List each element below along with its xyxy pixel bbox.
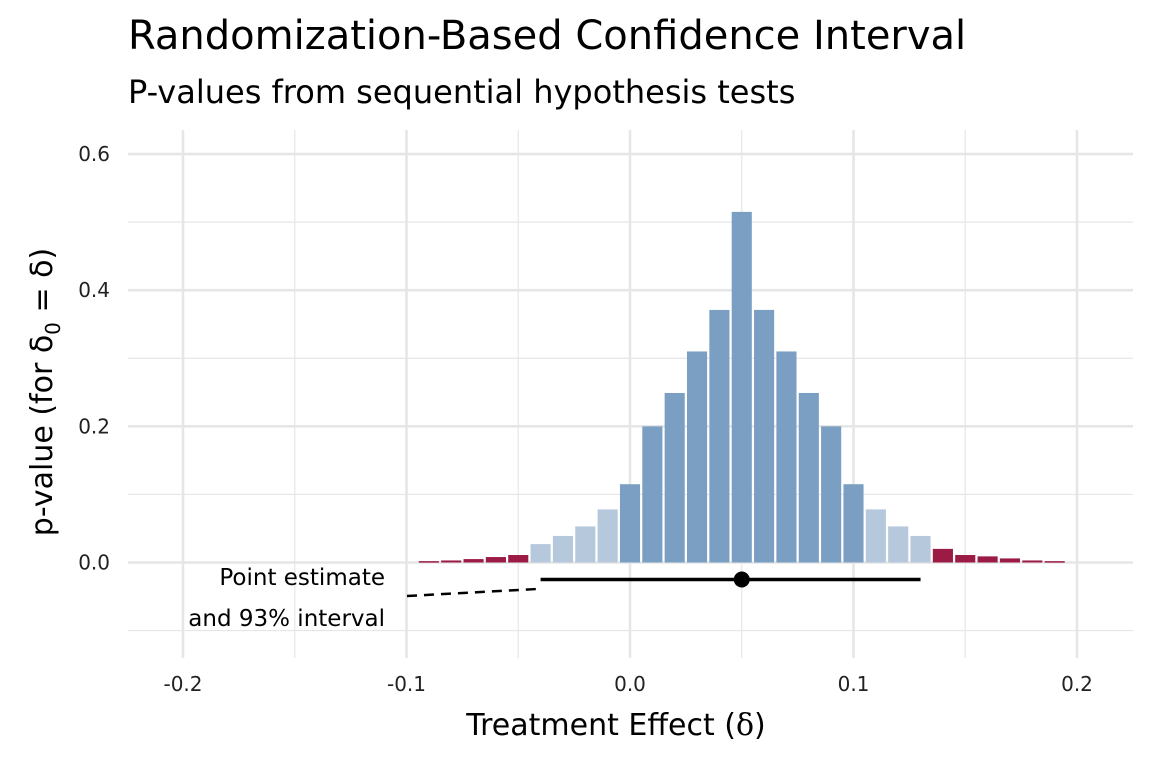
bar-outside [485, 557, 506, 563]
y-tick-label: 0.0 [78, 551, 110, 575]
bar-inside [686, 351, 708, 563]
bar-inside [664, 392, 685, 563]
bar-outside [932, 548, 953, 563]
major-gridlines [128, 130, 1133, 658]
bar-near [530, 544, 551, 563]
bar-outside [999, 558, 1021, 563]
chart-subtitle: P-values from sequential hypothesis test… [128, 73, 796, 111]
point-estimate [733, 571, 750, 588]
y-tick-label: 0.6 [78, 142, 110, 166]
bar-near [910, 535, 931, 563]
y-tick-labels: 0.0 0.2 0.4 0.6 [78, 142, 110, 574]
bar-inside [821, 426, 842, 563]
bar-outside [977, 556, 998, 563]
bar-outside [441, 560, 462, 563]
bar-inside [731, 211, 752, 563]
annotation-leader-line [406, 587, 538, 598]
x-tick-label: -0.1 [387, 672, 426, 696]
estimate-layer [406, 571, 921, 598]
bar-inside [709, 309, 730, 563]
bars-layer [418, 211, 1065, 563]
annotation-line-1: Point estimate [219, 565, 385, 591]
bar-outside [418, 561, 439, 563]
x-tick-label: 0.1 [838, 672, 870, 696]
x-tick-label: -0.2 [163, 672, 202, 696]
bar-near [575, 526, 596, 563]
x-tick-label: 0.2 [1061, 672, 1093, 696]
bar-inside [619, 484, 641, 563]
bar-inside [776, 351, 797, 563]
bar-inside [798, 392, 819, 563]
bar-near [888, 526, 909, 563]
x-tick-label: 0.0 [614, 672, 646, 696]
y-axis-title: p-value (for δ0 = δ) [25, 248, 65, 536]
y-tick-label: 0.2 [78, 414, 110, 438]
bar-outside [955, 555, 976, 563]
x-tick-labels: -0.2 -0.1 0.0 0.1 0.2 [163, 672, 1092, 696]
bar-inside [642, 426, 663, 563]
annotation-line-2: and 93% interval [188, 606, 385, 632]
bar-outside [1044, 561, 1065, 563]
bar-near [865, 509, 886, 563]
bar-inside [843, 484, 864, 563]
bar-near [597, 509, 618, 563]
bar-outside [463, 559, 484, 563]
x-axis-title: Treatment Effect (δ) [465, 708, 766, 743]
chart-title: Randomization-Based Confidence Interval [128, 13, 967, 59]
y-tick-label: 0.4 [78, 278, 110, 302]
bar-inside [754, 309, 775, 563]
bar-near [552, 535, 574, 563]
bar-outside [508, 555, 529, 563]
bar-outside [1022, 560, 1043, 563]
